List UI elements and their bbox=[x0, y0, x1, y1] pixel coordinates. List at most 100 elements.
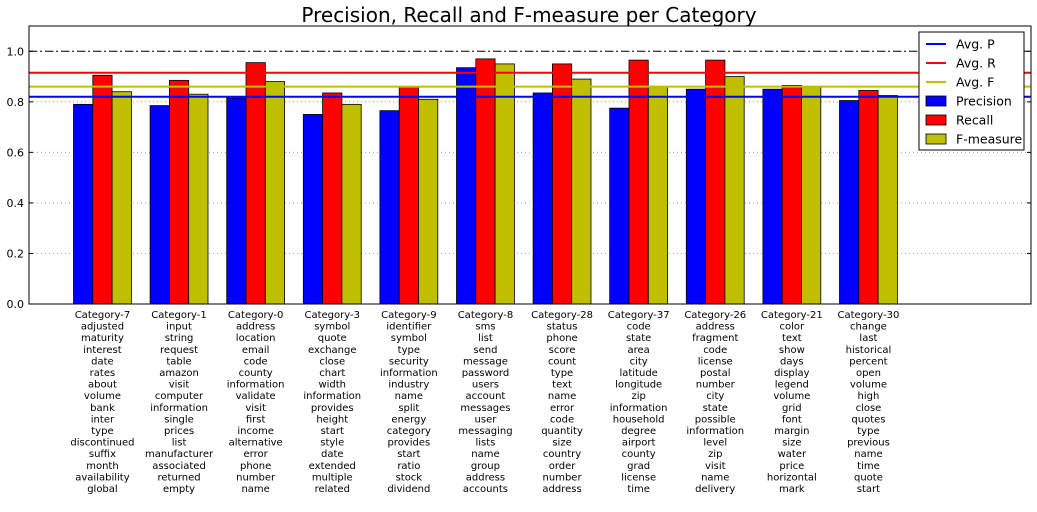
category-word: first bbox=[246, 414, 266, 425]
category-word: messaging bbox=[458, 426, 512, 437]
legend-box bbox=[918, 31, 1025, 151]
category-word: state bbox=[703, 403, 728, 414]
legend-label: Avg. P bbox=[956, 37, 995, 52]
bar-precision bbox=[379, 110, 400, 305]
category-word: messages bbox=[460, 403, 510, 414]
bar-precision bbox=[73, 103, 94, 305]
category-word: code bbox=[703, 345, 727, 356]
category-word: grid bbox=[782, 403, 802, 414]
category-word: computer bbox=[155, 391, 204, 402]
category-word: quote bbox=[854, 472, 883, 483]
category-word: associated bbox=[152, 461, 206, 472]
bar-f-measure bbox=[264, 81, 285, 305]
category-word: zip bbox=[631, 391, 645, 402]
legend: Avg. P Avg. R Avg. F Precision Recall F-measu… bbox=[918, 31, 1025, 151]
legend-bar-swatch bbox=[925, 95, 947, 107]
category-word: single bbox=[164, 414, 194, 425]
category-word: license bbox=[621, 472, 656, 483]
category-word: phone bbox=[546, 333, 577, 344]
category-word: validate bbox=[236, 391, 276, 402]
category-word: latitude bbox=[619, 368, 657, 379]
legend-label: Avg. R bbox=[956, 56, 996, 71]
category-word: city bbox=[630, 356, 648, 367]
category-label: Category-9 bbox=[381, 310, 436, 321]
category-word: water bbox=[778, 449, 807, 460]
category-word: lists bbox=[475, 438, 495, 449]
bar-precision bbox=[532, 92, 553, 305]
bar-f-measure bbox=[494, 63, 515, 305]
category-word: input bbox=[166, 322, 192, 333]
bar-precision bbox=[685, 88, 706, 305]
category-word: information bbox=[686, 426, 744, 437]
category-word: account bbox=[466, 391, 506, 402]
category-word: date bbox=[91, 356, 114, 367]
category-word: close bbox=[856, 403, 882, 414]
category-word: adjusted bbox=[81, 322, 124, 333]
category-label: Category-1 bbox=[151, 310, 206, 321]
category-word: volume bbox=[773, 391, 810, 402]
category-word: dividend bbox=[387, 484, 430, 495]
y-tick-label: 0.2 bbox=[7, 247, 25, 260]
category-word: users bbox=[472, 380, 499, 391]
bar-f-measure bbox=[418, 98, 439, 305]
y-tick-label: 0.4 bbox=[7, 197, 25, 210]
category-word: county bbox=[239, 368, 273, 379]
category-word: name bbox=[548, 391, 576, 402]
category-word: volume bbox=[84, 391, 121, 402]
category-word: historical bbox=[846, 345, 892, 356]
category-word: address bbox=[696, 322, 735, 333]
category-word: mark bbox=[779, 484, 805, 495]
bar-recall bbox=[398, 86, 419, 305]
category-word: email bbox=[242, 345, 270, 356]
category-label: Category-8 bbox=[458, 310, 513, 321]
category-word: area bbox=[627, 345, 649, 356]
category-word: name bbox=[241, 484, 269, 495]
category-label: Category-37 bbox=[608, 310, 670, 321]
category-word: county bbox=[622, 449, 656, 460]
category-word: location bbox=[236, 333, 276, 344]
category-word: order bbox=[549, 461, 577, 472]
category-word: send bbox=[473, 345, 497, 356]
bar-precision bbox=[609, 107, 630, 305]
bar-f-measure bbox=[724, 76, 745, 305]
category-word: airport bbox=[622, 438, 656, 449]
category-word: fragment bbox=[692, 333, 738, 344]
bar-recall bbox=[781, 84, 802, 305]
category-word: postal bbox=[700, 368, 731, 379]
chart-title: Precision, Recall and F-measure per Cate… bbox=[301, 3, 756, 27]
y-tick-label: 0.0 bbox=[7, 298, 25, 311]
category-word: style bbox=[320, 438, 344, 449]
bar-f-measure bbox=[877, 95, 898, 305]
category-word: category bbox=[387, 426, 431, 437]
bar-recall bbox=[168, 79, 190, 305]
category-word: bank bbox=[90, 403, 115, 414]
category-word: grad bbox=[627, 461, 650, 472]
bar-f-measure bbox=[111, 91, 132, 305]
category-word: state bbox=[626, 333, 651, 344]
category-word: name bbox=[471, 449, 499, 460]
category-word: amazon bbox=[159, 368, 199, 379]
bar-f-measure bbox=[188, 93, 209, 305]
category-word: type bbox=[91, 426, 113, 437]
category-word: group bbox=[471, 461, 500, 472]
category-word: error bbox=[550, 403, 575, 414]
legend-label: F-measure bbox=[956, 132, 1023, 147]
category-word: manufacturer bbox=[145, 449, 214, 460]
category-word: margin bbox=[774, 426, 809, 437]
category-word: percent bbox=[849, 356, 887, 367]
category-word: zip bbox=[708, 449, 722, 460]
category-word: volume bbox=[850, 380, 887, 391]
category-word: name bbox=[854, 449, 882, 460]
category-label: Category-26 bbox=[684, 310, 746, 321]
category-word: price bbox=[779, 461, 804, 472]
category-word: chart bbox=[319, 368, 345, 379]
category-word: number bbox=[236, 472, 276, 483]
category-word: size bbox=[552, 438, 571, 449]
y-axis: 0.0 0.2 0.4 0.6 0.8 1.0 bbox=[7, 45, 1031, 311]
category-word: information bbox=[380, 368, 438, 379]
category-label: Category-0 bbox=[228, 310, 283, 321]
category-word: information bbox=[303, 391, 361, 402]
category-word: phone bbox=[240, 461, 271, 472]
category-word: error bbox=[244, 449, 269, 460]
